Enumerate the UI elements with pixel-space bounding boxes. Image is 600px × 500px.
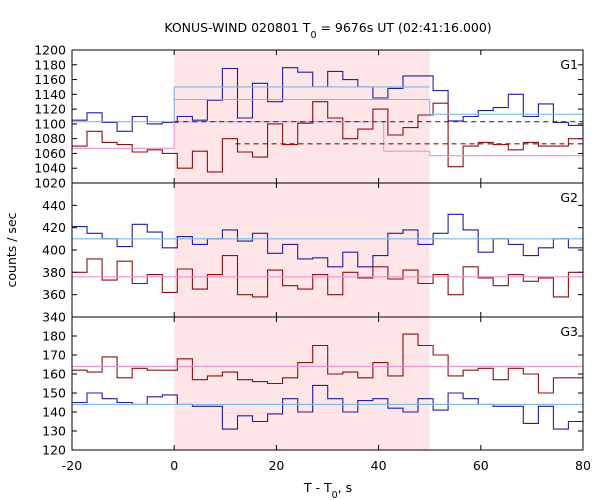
y-tick-label: 160 [42, 367, 66, 382]
y-tick-label: 1060 [34, 146, 66, 161]
panel-label: G1 [560, 57, 578, 72]
x-axis-label: T - T0, s [303, 480, 352, 500]
series-layer [72, 67, 583, 430]
panel-G3-frame [71, 316, 584, 451]
y-tick-label: 1040 [34, 161, 66, 176]
y-tick-label: 380 [42, 265, 66, 280]
y-tick-label: 150 [42, 386, 66, 401]
y-tick-label: 130 [42, 424, 66, 439]
chart-title: KONUS-WIND 020801 T0 = 9676s UT (02:41:1… [164, 20, 491, 41]
x-axis-label-rest: , s [338, 480, 352, 495]
y-tick-label: 420 [42, 220, 66, 235]
lightcurve-step-series [72, 67, 583, 132]
y-axis-label: counts / sec [4, 212, 19, 287]
y-tick-label: 400 [42, 243, 66, 258]
y-tick-label: 1180 [34, 57, 66, 72]
y-tick-label: 170 [42, 348, 66, 363]
y-tick-label: 360 [42, 287, 66, 302]
y-tick-label: 1200 [34, 43, 66, 58]
x-axis-label-main: T - T [303, 480, 332, 495]
text-layer: 1020104010601080110011201140116011801200… [4, 20, 591, 500]
y-tick-label: 1120 [34, 102, 66, 117]
x-tick-label: 80 [575, 458, 591, 473]
x-tick-label: -20 [62, 458, 82, 473]
x-tick-label: 40 [371, 458, 387, 473]
highlight-layer [174, 50, 430, 450]
y-tick-label: 440 [42, 198, 66, 213]
y-tick-label: 180 [42, 329, 66, 344]
x-tick-label: 0 [170, 458, 178, 473]
panel-G2-plot [72, 213, 583, 298]
chart-title-main: KONUS-WIND 020801 T [164, 20, 310, 35]
x-axis-label-subscript: 0 [332, 490, 338, 500]
panel-label: G2 [560, 190, 578, 205]
lightcurve-step-series [72, 101, 583, 173]
y-tick-label: 1020 [34, 176, 66, 191]
y-tick-label: 120 [42, 443, 66, 458]
panel-G3-plot [72, 333, 583, 430]
chart-title-rest: = 9676s UT (02:41:16.000) [316, 20, 491, 35]
lightcurve-step-series [72, 333, 583, 394]
panel-label: G3 [560, 324, 578, 339]
x-tick-label: 60 [473, 458, 489, 473]
lightcurve-step-series [72, 213, 583, 268]
x-tick-label: 20 [268, 458, 284, 473]
y-tick-label: 140 [42, 405, 66, 420]
frame-layer [71, 49, 584, 451]
y-tick-label: 1100 [34, 116, 66, 131]
y-tick-label: 340 [42, 310, 66, 325]
chart-title-subscript: 0 [310, 30, 316, 41]
lightcurve-step-series [72, 384, 583, 430]
y-tick-label: 1160 [34, 72, 66, 87]
y-tick-label: 1080 [34, 131, 66, 146]
lightcurve-step-series [72, 255, 583, 298]
panel-G1-plot [72, 67, 583, 173]
y-tick-label: 1140 [34, 87, 66, 102]
signal-interval-band [174, 50, 430, 450]
